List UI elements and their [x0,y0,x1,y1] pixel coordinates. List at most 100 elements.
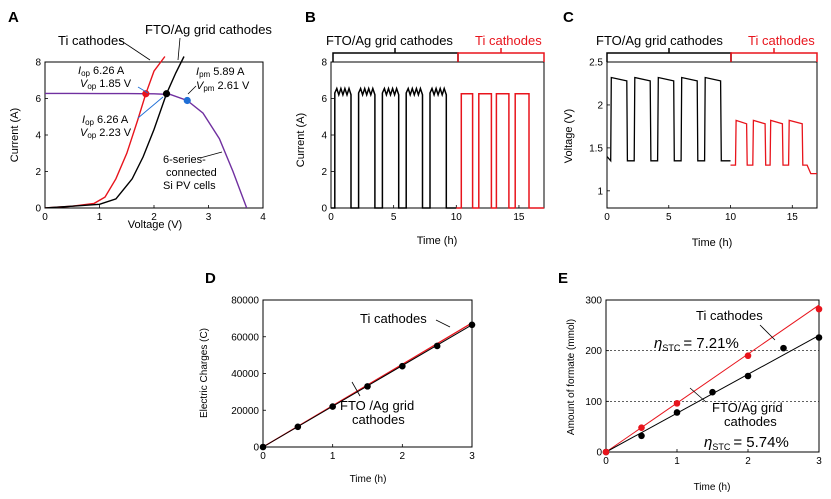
panel-e-ti-point [638,424,645,431]
panel-d-fto-point [399,362,406,370]
panel-a-fto-vop: Vop 2.23 V [80,127,132,140]
panel-d-ytick-label: 60000 [231,332,259,343]
panel-b-ytick-label: 0 [321,204,327,215]
panel-c-frame [606,61,818,209]
panel-d-ti-label: Ti cathodes [360,311,427,326]
panel-a-series-line [45,92,248,208]
panel-c-fto-bracket [606,52,732,62]
panel-e-fto-point [815,334,823,341]
panel-a-xtick-label: 1 [97,212,103,223]
panel-c-ti-bracket [730,52,818,62]
panel-e-ti-label: Ti cathodes [696,308,763,323]
panel-e-ti-point [673,400,681,407]
panel-e-label: E [558,270,568,287]
panel-a-ytick-label: 2 [35,167,41,178]
panel-b-ytick-label: 2 [321,167,327,178]
panel-b-xtick-label: 15 [513,212,525,223]
panel-a-pv-note-2: connected [166,167,217,179]
panel-e-ti-pointer [759,324,776,341]
panel-d-ytick-label: 40000 [231,369,259,380]
panel-c-fto-label: FTO/Ag grid cathodes [596,33,723,48]
panel-b-series-line [456,93,544,209]
panel-e-eta-ti: ηSTC = 7.21% [654,335,739,353]
panel-e-fto-point [709,388,716,396]
panel-b-ylabel: Current (A) [295,113,307,167]
panel-d-xtick-label: 1 [330,451,336,462]
panel-d-ytick-label: 20000 [231,406,259,417]
panel-c-xtick-label: 15 [787,212,799,223]
panel-a-fto-legend-pointer [177,37,181,61]
panel-e-fto-label-2: cathodes [724,414,777,429]
panel-d-xtick-label: 3 [469,451,475,462]
panel-c-ytick-label: 1 [597,186,603,197]
panel-b-xtick-label: 5 [391,212,397,223]
panel-a-ylabel: Current (A) [9,108,21,162]
panel-e-eta-fto: ηSTC = 5.74% [704,434,789,452]
panel-a-vpm: Vpm 2.61 V [196,80,250,93]
panel-c-ylabel: Voltage (V) [563,109,575,163]
panel-d-fto-label-1: FTO /Ag grid [340,398,414,413]
panel-b-ytick-label: 8 [321,58,327,69]
panel-a-pv-note-1: 6-series- [163,154,206,166]
panel-c-label: C [563,9,574,26]
panel-e-ti-fit-line [605,304,820,453]
panel-d-label: D [205,270,216,287]
panel-a-xlabel: Voltage (V) [128,219,182,231]
panel-b-ytick-label: 4 [321,131,327,142]
panel-e-fto-point [744,372,752,380]
panel-a-xtick-label: 3 [206,212,212,223]
panel-e: E 0 1 2 3 0 100 200 300 Time (h) Amount of form… [558,270,823,493]
panel-a-xtick-label: 4 [260,212,266,223]
panel-a-ti-op-pointer [137,86,149,94]
panel-a-ytick-label: 4 [35,131,41,142]
panel-c-ytick-label: 2.5 [589,58,603,69]
panel-a-pv-note-3: Si PV cells [163,180,216,192]
panel-a-ipm: Ipm 5.89 A [196,66,245,79]
panel-e-xlabel: Time (h) [694,482,731,493]
panel-a-ti-vop: Vop 1.85 V [80,78,132,91]
panel-a-ytick-label: 8 [35,58,41,69]
panel-e-fto-pointer [689,387,707,403]
panel-e-fto-point [673,409,681,416]
panel-e-ylabel: Amount of formate (mmol) [566,319,577,435]
panel-e-ytick-label: 100 [585,397,602,408]
panel-a-fto-iop: Iop 6.26 A [82,114,129,127]
panel-e-ytick-label: 0 [596,448,602,459]
panel-b-label: B [305,9,316,26]
panel-a-series-line [45,56,185,208]
panel-a-fto-legend: FTO/Ag grid cathodes [145,22,272,37]
panel-d-fto-point [364,383,371,390]
panel-c-xtick-label: 5 [666,212,672,223]
panel-d-fto-label-2: cathodes [352,412,405,427]
panel-d-fto-point [259,443,267,451]
panel-a-operating-point [183,96,191,105]
panel-c: C 0 5 10 15 1 1.5 2 2.5 Time (h) Voltage (V) FT… [563,9,818,249]
panel-c-ytick-label: 2 [597,100,603,111]
panel-e-fto-point [780,344,787,352]
panel-d-ytick-label: 0 [253,443,259,454]
panel-b-xtick-label: 0 [328,212,334,223]
panel-a-pm-pointer [187,85,197,95]
panel-a-ytick-label: 0 [35,204,41,215]
panel-b-series-line [331,86,457,209]
panel-d-fto-pointer [351,381,361,397]
panel-d-fto-point [329,403,336,410]
panel-b-frame [330,61,545,209]
panel-c-xlabel: Time (h) [692,237,733,249]
panel-b-fto-label: FTO/Ag grid cathodes [326,33,453,48]
panel-e-ti-point [744,352,752,360]
panel-d-ti-pointer [435,319,451,328]
panel-c-xtick-label: 10 [725,212,737,223]
panel-a-ti-legend-pointer [119,39,151,61]
panel-a-fto-op-pointer [137,96,164,119]
panel-e-xtick-label: 2 [745,456,751,467]
panel-b: B 0 5 10 15 0 2 4 6 8 Time (h) Current (A) FTO/A… [295,9,545,247]
panel-c-ti-label: Ti cathodes [748,33,815,48]
panel-b-ti-bracket [457,52,545,62]
panel-e-frame [605,299,820,453]
panel-a-operating-point [142,90,150,98]
panel-a-ti-legend: Ti cathodes [58,33,125,48]
panel-b-xtick-label: 10 [451,212,463,223]
panel-a-ytick-label: 6 [35,94,41,105]
